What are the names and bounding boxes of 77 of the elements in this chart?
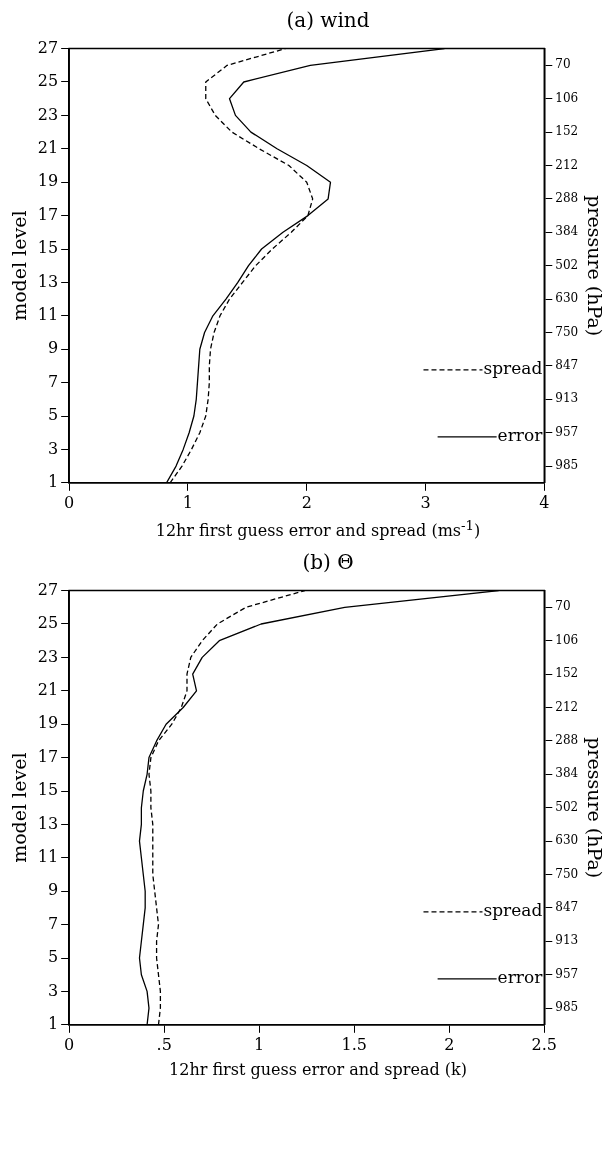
y2-axis-title: pressure (hPa)	[583, 195, 606, 337]
y-tick-label: 5	[47, 405, 59, 425]
x-tick-label: 2	[444, 1034, 455, 1054]
category-label: 957	[555, 967, 579, 982]
category-label: 152	[555, 666, 579, 681]
y-tick-label: 11	[37, 847, 59, 867]
category-label: 913	[555, 933, 579, 948]
y-tick-label: 13	[37, 813, 59, 833]
x-tick-label: 0	[64, 492, 75, 512]
chart-title: (a) wind	[285, 8, 371, 34]
legend-label: error	[497, 425, 544, 446]
y-tick-label: 27	[37, 580, 59, 600]
category-label: 957	[555, 424, 579, 439]
x-axis-title: 12hr first guess error and spread (ms$^{-1}$)	[154, 518, 482, 541]
y-axis-title: model level	[8, 752, 31, 864]
x-tick-label: 1	[182, 492, 194, 512]
x-axis-title: 12hr first guess error and spread (k)	[168, 1060, 468, 1080]
legend-label: spread	[483, 358, 543, 379]
category-label: 985	[555, 458, 579, 473]
category-label: 70	[555, 57, 571, 72]
category-label: 913	[555, 391, 579, 406]
y-tick-label: 25	[37, 613, 59, 633]
y-tick-label: 3	[47, 438, 59, 458]
category-label: 152	[555, 124, 579, 139]
x-tick-label: 3	[420, 492, 431, 512]
category-label: 630	[555, 833, 579, 848]
y-tick-label: 17	[37, 204, 59, 224]
category-label: 212	[555, 699, 579, 714]
y-tick-label: 25	[37, 71, 59, 91]
category-label: 750	[555, 324, 579, 339]
category-label: 384	[555, 766, 579, 781]
x-tick-label: 0	[64, 1034, 75, 1054]
y-tick-label: 19	[37, 713, 59, 733]
legend-label: error	[497, 967, 544, 988]
category-label: 288	[555, 733, 579, 748]
category-label: 502	[555, 257, 579, 272]
x-tick-label: 2.5	[531, 1034, 558, 1054]
y-tick-label: 19	[37, 171, 59, 191]
y-tick-label: 17	[37, 747, 59, 767]
category-label: 70	[555, 599, 571, 614]
category-label: 288	[555, 191, 579, 206]
x-tick-label: .5	[156, 1034, 172, 1054]
y-tick-label: 23	[37, 646, 59, 666]
category-label: 106	[555, 633, 579, 648]
legend-label: spread	[483, 900, 543, 921]
y-tick-label: 15	[37, 238, 59, 258]
category-label: 847	[555, 900, 579, 915]
y2-axis-title: pressure (hPa)	[583, 737, 606, 879]
category-label: 384	[555, 224, 579, 239]
y-tick-label: 9	[47, 880, 59, 900]
y-tick-label: 13	[37, 271, 59, 291]
x-tick-label: 1.5	[341, 1034, 367, 1054]
chart-title: (b) Θ	[301, 550, 355, 577]
category-label: 502	[555, 800, 579, 815]
y-tick-label: 27	[37, 37, 59, 57]
y-tick-label: 3	[47, 980, 59, 1000]
category-label: 750	[555, 866, 579, 881]
y-tick-label: 7	[47, 371, 59, 391]
x-tick-label: 1	[254, 1034, 265, 1054]
category-label: 106	[555, 90, 579, 105]
y-tick-label: 21	[37, 137, 59, 157]
y-tick-label: 21	[37, 680, 59, 700]
y-tick-label: 1	[47, 1014, 59, 1034]
y-tick-label: 23	[37, 104, 59, 124]
x-tick-label: 2	[301, 492, 312, 512]
y-tick-label: 1	[47, 471, 59, 491]
y-tick-label: 9	[47, 338, 59, 358]
category-label: 985	[555, 1000, 579, 1015]
category-label: 212	[555, 157, 579, 172]
category-label: 847	[555, 358, 579, 373]
category-label: 630	[555, 291, 579, 306]
y-tick-label: 7	[47, 914, 59, 934]
y-tick-label: 15	[37, 780, 59, 800]
y-tick-label: 5	[47, 947, 59, 967]
x-tick-label: 4	[539, 492, 550, 512]
y-tick-label: 11	[37, 304, 59, 324]
y-axis-title: model level	[8, 210, 31, 321]
